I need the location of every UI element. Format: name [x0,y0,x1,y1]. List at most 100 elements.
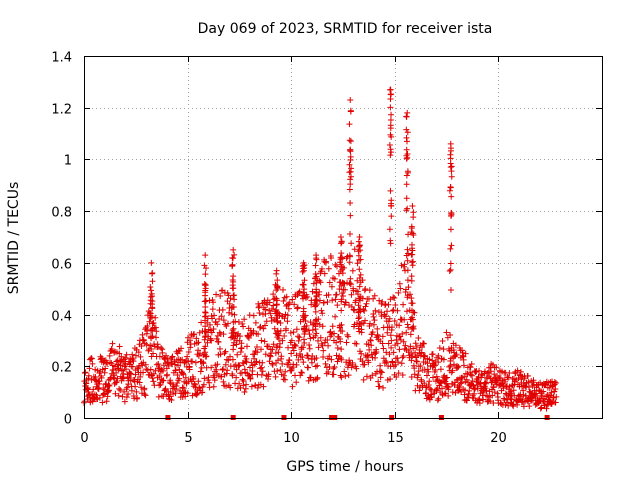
data-point [317,279,324,286]
data-point [403,329,410,336]
data-point [301,292,308,299]
data-point [357,320,364,327]
data-point [337,279,344,286]
data-point [452,352,459,359]
data-point [508,396,515,403]
data-point [518,376,525,383]
data-point [408,357,415,364]
data-gap-marker [438,415,444,420]
data-point [315,337,322,344]
data-point [346,147,353,154]
data-point [313,330,320,337]
data-point [345,372,352,379]
data-point [394,307,401,314]
data-point [152,367,159,374]
data-point [202,309,209,316]
data-point [338,238,345,245]
data-point [544,391,551,398]
data-point [201,262,208,269]
data-point [300,259,307,266]
data-point [229,282,236,289]
data-point [148,301,155,308]
data-point [243,359,250,366]
data-point [409,247,416,254]
data-point [239,376,246,383]
data-point [289,383,296,390]
data-point [404,257,411,264]
data-point [201,336,208,343]
data-point [338,356,345,363]
data-point [421,380,428,387]
data-point [433,373,440,380]
data-point [385,301,392,308]
data-point [208,337,215,344]
data-point [447,266,454,273]
data-point [547,392,554,399]
data-point [357,247,364,254]
data-point [312,363,319,370]
data-point [458,379,465,386]
data-point [325,265,332,272]
data-point [274,342,281,349]
data-point [148,287,155,294]
data-point [330,371,337,378]
plot-frame [84,56,603,419]
data-point [337,268,344,275]
data-point [318,265,325,272]
data-point [231,311,238,318]
data-point [439,337,446,344]
x-axis-label: GPS time / hours [286,459,403,475]
data-point [202,323,209,330]
data-point [135,349,142,356]
data-point [403,138,410,145]
data-point [279,360,286,367]
data-point [448,173,455,180]
data-point [374,325,381,332]
data-point [459,349,466,356]
data-point [291,372,298,379]
data-point [333,339,340,346]
data-point [320,353,327,360]
data-point [347,212,354,219]
data-point [272,373,279,380]
data-point [383,349,390,356]
data-point [179,384,186,391]
data-point [388,324,395,331]
data-point [176,375,183,382]
data-point [272,350,279,357]
data-point [112,390,119,397]
data-point [412,340,419,347]
data-point [443,374,450,381]
data-point [378,369,385,376]
data-point [140,369,147,376]
data-point [306,331,313,338]
data-point [261,322,268,329]
data-point [149,320,156,327]
data-point [391,317,398,324]
data-point [205,374,212,381]
data-point [139,362,146,369]
data-point [408,229,415,236]
data-point [525,384,532,391]
data-point [225,357,232,364]
data-point [150,350,157,357]
data-point [362,286,369,293]
data-point [435,395,442,402]
data-point [270,296,277,303]
data-point [359,358,366,365]
data-point [348,291,355,298]
data-point [388,197,395,204]
data-point [286,357,293,364]
data-point [338,296,345,303]
data-point [200,381,207,388]
data-point [353,340,360,347]
data-point [149,278,156,285]
data-point [368,342,375,349]
data-point [450,361,457,368]
data-point [347,168,354,175]
data-point [338,346,345,353]
data-point [347,275,354,282]
data-point [193,335,200,342]
data-point [526,403,533,410]
data-point [541,382,548,389]
